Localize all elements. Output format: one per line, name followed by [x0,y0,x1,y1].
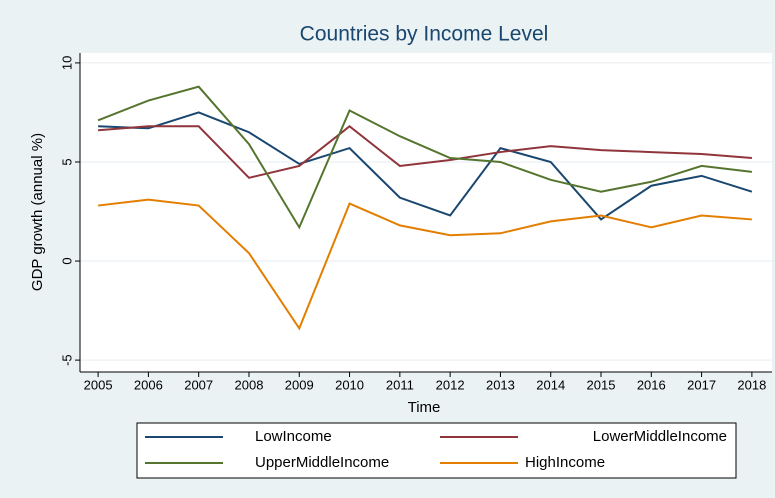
plot-area [80,53,772,372]
x-tick-label: 2009 [285,377,314,392]
x-tick-label: 2015 [587,377,616,392]
x-tick-label: 2010 [335,377,364,392]
y-tick-label: 5 [59,158,74,165]
x-tick-label: 2012 [436,377,465,392]
legend-label: LowIncome [255,428,332,445]
x-tick-label: 2013 [486,377,515,392]
x-tick-label: 2008 [235,377,264,392]
y-axis-label: GDP growth (annual %) [29,133,46,291]
series-line [97,85,753,230]
legend-label: LowerMiddleIncome [593,428,727,445]
x-tick-label: 2014 [536,377,565,392]
x-tick-label: 2016 [637,377,666,392]
legend-label: HighIncome [525,454,605,471]
x-tick-label: 2011 [386,377,414,392]
x-axis-label: Time [408,399,441,416]
series-line [98,125,752,179]
chart-title: Countries by Income Level [300,23,549,46]
series-line [97,198,752,331]
x-tick-label: 2018 [737,377,766,392]
series-line [98,111,753,221]
y-tick-label: 10 [59,56,74,70]
y-tick-label: -5 [59,354,74,366]
x-tick-label: 2017 [687,377,716,392]
legend-box [136,422,737,479]
x-tick-label: 2006 [134,377,163,392]
x-tick-label: 2005 [84,377,113,392]
x-tick-label: 2007 [184,377,213,392]
legend-label: UpperMiddleIncome [255,454,389,471]
y-tick-label: 0 [59,257,74,264]
